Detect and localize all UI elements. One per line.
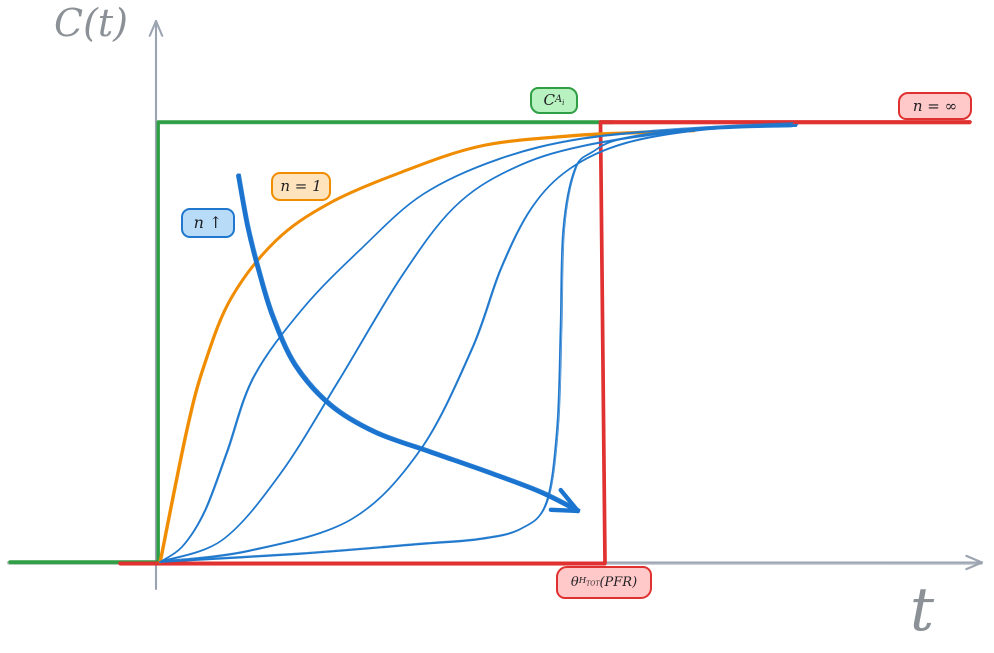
series-pfr-step-n-inf	[118, 120, 972, 566]
series-n-increasing-arrow	[236, 173, 581, 514]
n-infinity-badge: n = ∞	[898, 92, 972, 120]
series-cascade-n-4-echo	[161, 124, 799, 562]
series-cascade-n-4	[159, 125, 798, 563]
x-axis-label: t	[910, 575, 935, 645]
y-axis-label: C(t)	[54, 1, 128, 45]
n-increasing-badge: n ↑	[181, 208, 235, 238]
x-axis-head-0	[965, 554, 984, 564]
series-cascade-n-8	[159, 125, 793, 563]
pfr-residence-time-badge: θ HTOT (PFR)	[556, 566, 652, 599]
theta-base: θ	[570, 575, 579, 590]
inlet-concentration-badge: C Ai	[530, 87, 578, 114]
series-cascade-n-8-echo	[161, 124, 794, 562]
n-equals-1-badge: n = 1	[271, 172, 331, 201]
series-cascade-n-30	[159, 122, 793, 563]
series-cascade-n-2	[159, 124, 798, 563]
n-equals-1-text: n = 1	[280, 177, 322, 195]
theta-rest: (PFR)	[599, 575, 638, 590]
n-increasing-text: n ↑	[193, 213, 223, 232]
series-cstr-n-1-echo	[160, 128, 697, 562]
series-n-increasing-arrow-head-0	[558, 487, 581, 514]
series-inlet-step-cai-echo	[9, 122, 613, 565]
x-axis-head-1	[965, 561, 984, 571]
n-infinity-text: n = ∞	[912, 96, 958, 115]
series-cascade-n-2-echo	[161, 123, 799, 562]
c-inlet-sub: Ai	[555, 93, 565, 107]
c-inlet-base: C	[543, 91, 556, 109]
series-n-increasing-arrow-head-1	[548, 507, 581, 514]
series-cascade-n-30-echo	[161, 122, 794, 562]
y-axis-head-0	[148, 19, 158, 37]
y-axis-head-1	[154, 19, 164, 37]
theta-sub: HTOT	[578, 576, 600, 588]
series-n-increasing-arrow-echo	[238, 173, 581, 511]
